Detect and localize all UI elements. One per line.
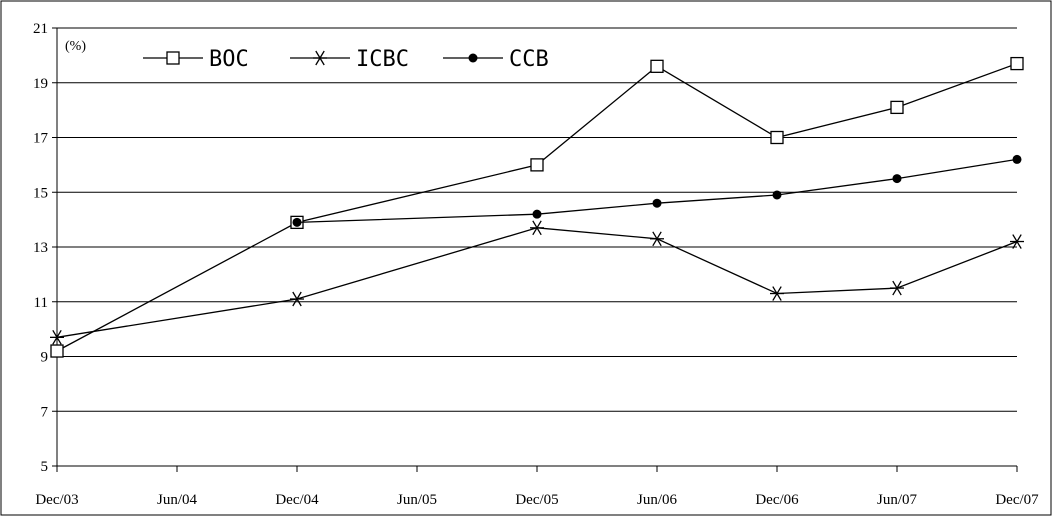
x-tick-label: Dec/07	[995, 492, 1039, 508]
data-point-star	[650, 231, 664, 247]
y-tick-label: 15	[33, 185, 48, 201]
x-tick-label: Dec/05	[515, 492, 558, 508]
legend-label: CCB	[509, 47, 549, 72]
legend-label: BOC	[209, 47, 249, 72]
data-point-square	[530, 158, 544, 172]
y-tick-label: 7	[41, 404, 49, 420]
star-stroke	[772, 286, 782, 301]
y-tick-label: 13	[33, 240, 48, 256]
data-point-dot	[772, 190, 782, 200]
data-point-square	[890, 100, 904, 115]
gridlines	[57, 27, 1017, 412]
data-point-star	[890, 280, 904, 296]
data-point-square	[650, 59, 664, 73]
legend-item-boc: BOC	[143, 47, 249, 72]
x-tick-label: Jun/06	[637, 492, 678, 508]
star-stroke	[532, 220, 542, 236]
data-point-dot	[892, 174, 902, 184]
series-group	[50, 56, 1024, 358]
data-point-square	[166, 51, 180, 65]
data-point-square	[770, 130, 784, 145]
series-line-ccb	[296, 158, 1018, 224]
y-tick-labels: 5 7 9 11 13 15 17 19 21	[33, 21, 49, 475]
star-stroke	[292, 291, 302, 307]
data-point-star	[290, 291, 304, 307]
series-ccb	[292, 154, 1022, 227]
data-point-star	[1010, 234, 1024, 249]
y-tick-label: 19	[33, 76, 48, 92]
data-point-dot	[1012, 154, 1022, 164]
x-tick-label: Dec/04	[275, 492, 319, 508]
legend-item-ccb: CCB	[443, 47, 549, 72]
star-stroke	[652, 231, 662, 247]
data-point-square	[50, 344, 64, 358]
y-tick-label: 17	[33, 131, 49, 147]
legend: BOC ICBC CCB	[143, 47, 549, 72]
x-tick-label: Dec/06	[755, 492, 799, 508]
data-point-star	[770, 286, 784, 301]
x-tick-label: Jun/05	[397, 492, 437, 508]
y-tick-label: 5	[41, 459, 49, 475]
data-point-star	[313, 50, 327, 66]
y-tick-label: 11	[34, 295, 48, 311]
star-stroke	[1012, 234, 1022, 249]
x-tick-label: Jun/04	[157, 492, 198, 508]
series-icbc	[50, 220, 1024, 345]
data-point-dot	[652, 198, 662, 208]
x-tick-label: Dec/03	[35, 492, 78, 508]
data-point-star	[50, 330, 64, 345]
star-stroke	[892, 280, 902, 296]
data-point-star	[530, 220, 544, 236]
data-point-square	[1010, 56, 1024, 71]
star-stroke	[52, 330, 62, 345]
y-tick-label: 21	[33, 21, 48, 37]
x-tick-label: Jun/07	[877, 492, 918, 508]
x-tick-labels: Dec/03 Jun/04 Dec/04 Jun/05 Dec/05 Jun/06 Dec/…	[35, 492, 1039, 508]
star-stroke	[315, 50, 325, 66]
legend-label: ICBC	[356, 47, 409, 72]
data-point-dot	[532, 209, 542, 219]
y-tick-label: 9	[41, 350, 49, 366]
axes	[52, 27, 1018, 472]
unit-label: (%)	[65, 39, 86, 54]
data-point-dot	[468, 53, 478, 63]
data-point-dot	[292, 217, 302, 227]
legend-item-icbc: ICBC	[290, 47, 409, 72]
